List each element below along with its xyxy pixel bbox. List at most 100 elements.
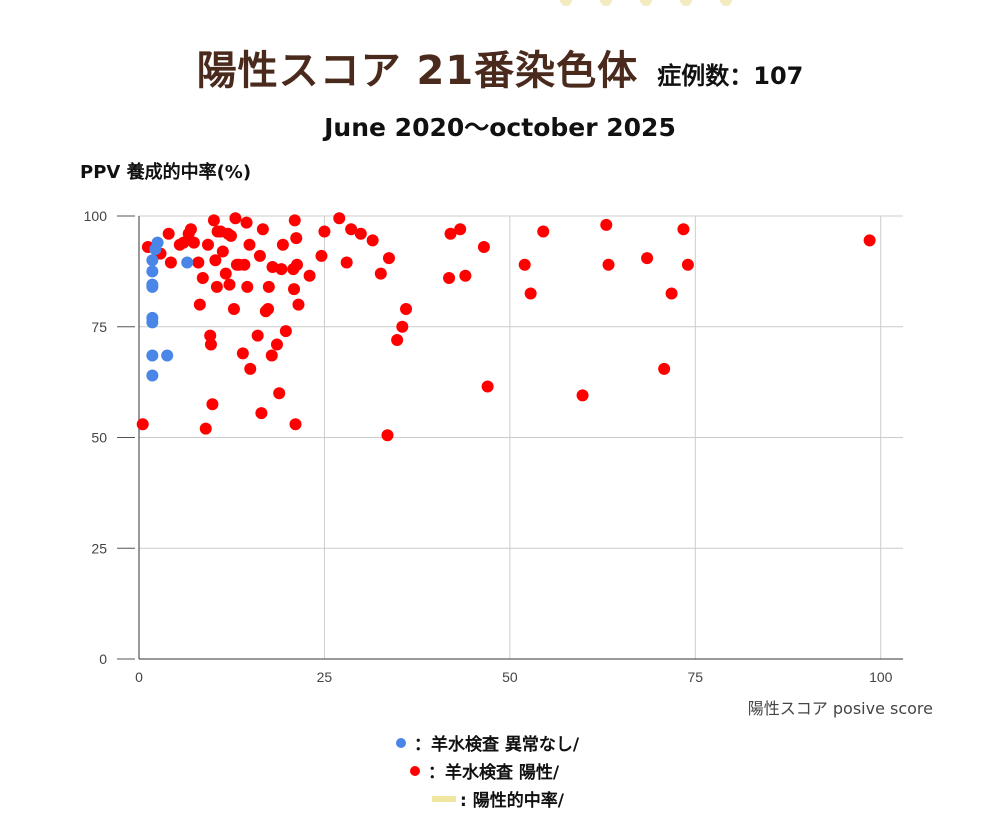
data-point-positive (184, 223, 197, 236)
data-point-positive (177, 236, 190, 249)
data-point-positive (262, 280, 275, 293)
chart-title: 陽性スコア 21番染色体 症例数：107 (0, 38, 1000, 96)
data-point-positive (381, 429, 394, 442)
data-point-positive (206, 398, 219, 411)
data-point-positive (193, 298, 206, 311)
data-point-positive (224, 229, 237, 242)
data-point-positive (162, 227, 175, 240)
data-point-positive (207, 214, 220, 227)
data-point-positive (318, 225, 331, 238)
data-point-positive (256, 223, 269, 236)
data-point-positive (382, 252, 395, 265)
data-point-normal (149, 243, 162, 256)
data-point-positive (255, 407, 268, 420)
data-point-normal (146, 349, 159, 362)
data-point-positive (524, 287, 537, 300)
data-point-positive (288, 283, 301, 296)
data-point-positive (681, 258, 694, 271)
decorative-dot (720, 0, 732, 6)
data-point-positive (187, 236, 200, 249)
y-tick-label: 25 (91, 540, 107, 556)
y-tick-label: 0 (99, 651, 107, 667)
data-point-positive (288, 214, 301, 227)
data-point-normal (181, 256, 194, 269)
y-axis-label: PPV 養成的中率(%) (80, 162, 252, 183)
data-point-normal (146, 280, 159, 293)
data-point-positive (863, 234, 876, 247)
data-point-positive (518, 258, 531, 271)
data-point-positive (444, 227, 457, 240)
data-point-positive (216, 245, 229, 258)
data-point-positive (303, 269, 316, 282)
data-point-positive (396, 320, 409, 333)
decorative-dot (640, 0, 652, 6)
data-point-positive (289, 418, 302, 431)
data-point-positive (229, 212, 242, 225)
legend-item-normal: ：羊水検査 異常なし/ (396, 730, 579, 755)
data-point-positive (196, 272, 209, 285)
data-point-positive (658, 362, 671, 375)
data-point-positive (241, 280, 254, 293)
x-axis-label: 陽性スコア posive score (748, 699, 933, 718)
data-point-positive (315, 249, 328, 262)
data-point-positive (366, 234, 379, 247)
legend-marker-ppv (432, 795, 456, 802)
data-point-positive (240, 216, 253, 229)
decorative-dot (560, 0, 572, 6)
data-point-positive (219, 267, 232, 280)
data-point-positive (276, 238, 289, 251)
decorative-dot (680, 0, 692, 6)
data-point-positive (290, 258, 303, 271)
case-count: 症例数：107 (657, 62, 804, 90)
data-point-positive (265, 349, 278, 362)
legend-label-ppv: : 陽性的中率/ (460, 791, 564, 811)
data-point-normal (146, 316, 159, 329)
data-point-positive (209, 254, 222, 267)
legend-marker-normal (396, 737, 406, 748)
data-point-positive (576, 389, 589, 402)
data-point-positive (243, 238, 256, 251)
data-point-positive (270, 338, 283, 351)
x-tick-label: 25 (317, 669, 333, 685)
data-point-positive (677, 223, 690, 236)
data-point-positive (253, 249, 266, 262)
data-point-positive (665, 287, 678, 300)
data-point-positive (164, 256, 177, 269)
data-point-positive (244, 362, 257, 375)
x-tick-label: 50 (502, 669, 518, 685)
y-tick-label: 50 (91, 430, 107, 446)
data-point-positive (459, 269, 472, 282)
legend-marker-positive (410, 765, 420, 776)
x-tick-label: 75 (688, 669, 704, 685)
data-point-positive (290, 232, 303, 245)
data-point-normal (146, 369, 159, 382)
decorative-dots (540, 0, 740, 6)
axes (117, 215, 903, 660)
data-point-positive (204, 338, 217, 351)
data-point-normal (161, 349, 174, 362)
data-point-normal (146, 265, 159, 278)
data-point-positive (292, 298, 305, 311)
data-point-positive (236, 347, 249, 360)
data-point-positive (275, 263, 288, 276)
data-point-positive (204, 329, 217, 342)
legend-label-positive: ：羊水検査 陽性/ (428, 763, 560, 783)
data-point-positive (600, 218, 613, 231)
data-point-positive (279, 325, 292, 338)
data-point-positive (481, 380, 494, 393)
grid-lines (139, 215, 903, 659)
data-point-positive (340, 256, 353, 269)
date-range: June 2020～october 2025 (324, 113, 676, 142)
data-point-positive (273, 387, 286, 400)
data-point-positive (210, 280, 223, 293)
legend-item-ppv: : 陽性的中率/ (432, 786, 564, 811)
y-tick-label: 100 (84, 208, 108, 224)
chart-title-main: 陽性スコア 21番染色体 (196, 48, 639, 94)
data-point-positive (227, 303, 240, 316)
legend-item-positive: ：羊水検査 陽性/ (410, 758, 559, 783)
data-point-positive (201, 238, 214, 251)
data-point-positive (345, 223, 358, 236)
data-point-positive (262, 303, 275, 316)
y-tick-label: 75 (91, 319, 107, 335)
